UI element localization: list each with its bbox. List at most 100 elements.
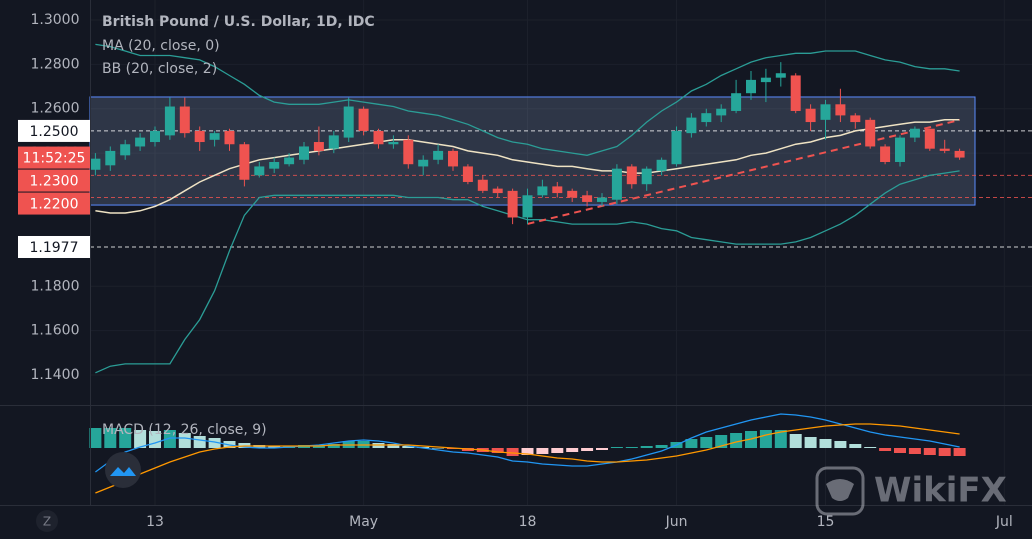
candle-body <box>954 150 965 158</box>
price-label-box <box>18 235 90 258</box>
candle-body <box>418 159 429 167</box>
macd-histogram-bar <box>908 448 921 454</box>
macd-histogram-bar <box>655 445 668 448</box>
x-tick-label: 13 <box>146 514 164 530</box>
reset-label[interactable]: Z <box>43 515 51 529</box>
candle-body <box>939 148 950 151</box>
macd-histogram-bar <box>774 430 787 448</box>
macd-histogram-bar <box>804 437 817 448</box>
candle-body <box>626 166 637 185</box>
candle-body <box>224 130 235 145</box>
macd-histogram-bar <box>834 441 847 448</box>
candle-body <box>686 117 697 134</box>
price-label: 1.2300 <box>30 174 79 190</box>
candle-body <box>671 130 682 165</box>
macd-histogram-bar <box>387 444 400 448</box>
candle-body <box>284 157 295 165</box>
candle-body <box>820 104 831 120</box>
candle-body <box>895 137 905 162</box>
macd-histogram-bar <box>730 433 743 448</box>
macd-histogram-bar <box>923 448 936 455</box>
x-tick-label: Jul <box>995 514 1013 530</box>
candle-body <box>835 104 846 116</box>
x-tick-label: May <box>349 514 378 530</box>
price-label: 1.2500 <box>30 124 79 140</box>
candle-body <box>343 106 354 138</box>
price-label-box <box>18 169 90 192</box>
candle-body <box>909 128 920 138</box>
candle-body <box>388 142 399 145</box>
macd-histogram-bar <box>268 446 281 448</box>
price-label: 1.2200 <box>30 197 79 213</box>
tv-logo[interactable] <box>105 452 141 488</box>
candle-body <box>850 115 861 123</box>
candle-body <box>775 73 786 78</box>
candle-body <box>701 113 712 123</box>
macd-histogram-bar <box>551 448 564 453</box>
macd-histogram-bar <box>894 448 906 453</box>
macd-histogram-bar <box>104 428 117 448</box>
macd-histogram-bar <box>953 448 966 456</box>
candle-body <box>746 79 756 94</box>
candle-body <box>403 139 414 165</box>
candle-body <box>373 130 384 145</box>
candle-body <box>522 195 533 218</box>
candle-body <box>209 133 220 140</box>
watermark-text: WikiFX <box>874 471 1007 511</box>
macd-legend: MACD (12, 26, close, 9) <box>102 422 267 438</box>
y-tick-label: 1.1600 <box>31 323 80 339</box>
y-tick-label: 1.2600 <box>31 101 80 117</box>
bb-upper <box>95 43 960 156</box>
logo-glyph[interactable] <box>110 467 136 476</box>
macd-histogram-bar <box>89 428 102 448</box>
x-tick-label: Jun <box>665 514 688 530</box>
watermark-glyph <box>826 479 854 501</box>
candle-body <box>254 166 265 176</box>
macd-histogram-bar <box>610 447 623 448</box>
macd-histogram-bar <box>849 444 862 448</box>
candle-body <box>358 108 369 131</box>
candle-body <box>477 179 488 191</box>
candle-body <box>164 106 175 136</box>
candle-body <box>537 186 548 196</box>
y-tick-label: 1.1400 <box>31 367 80 383</box>
reset-button[interactable] <box>36 510 58 532</box>
candle-body <box>805 108 816 123</box>
price-label-box <box>18 146 90 169</box>
price-label-box <box>18 119 90 142</box>
price-label-box <box>18 192 90 215</box>
macd-histogram-bar <box>327 444 340 448</box>
candle-body <box>582 195 593 202</box>
candle-body <box>924 128 935 149</box>
macd-histogram-bar <box>178 433 191 448</box>
candle-body <box>150 130 160 143</box>
candle-body <box>462 166 473 182</box>
candle-body <box>179 106 190 134</box>
signal-line <box>95 423 960 494</box>
trendline <box>527 119 960 225</box>
candle-body <box>611 168 622 200</box>
macd-histogram-bar <box>581 448 594 451</box>
y-tick-label: 1.3000 <box>31 12 80 28</box>
x-tick-label: 15 <box>817 514 835 530</box>
candle-body <box>328 135 339 149</box>
macd-histogram-bar <box>819 439 832 448</box>
candle-body <box>448 150 458 167</box>
plot-layer: 1.30001.28001.26001.24001.18001.16001.14… <box>18 0 1032 530</box>
macd-histogram-bar <box>536 448 549 454</box>
candle-body <box>239 144 250 180</box>
bb-legend: BB (20, close, 2) <box>102 61 217 77</box>
candle-body <box>880 146 891 162</box>
candle-body <box>865 119 876 147</box>
logo-circle[interactable] <box>105 452 141 488</box>
candle-body <box>760 77 771 83</box>
candle-body <box>194 130 205 143</box>
macd-histogram-bar <box>402 446 415 448</box>
macd-histogram-bar <box>759 430 772 448</box>
macd-histogram-bar <box>879 448 892 451</box>
macd-histogram-bar <box>119 428 132 448</box>
price-label: 1.1977 <box>30 240 79 256</box>
macd-histogram-bar <box>596 448 608 450</box>
